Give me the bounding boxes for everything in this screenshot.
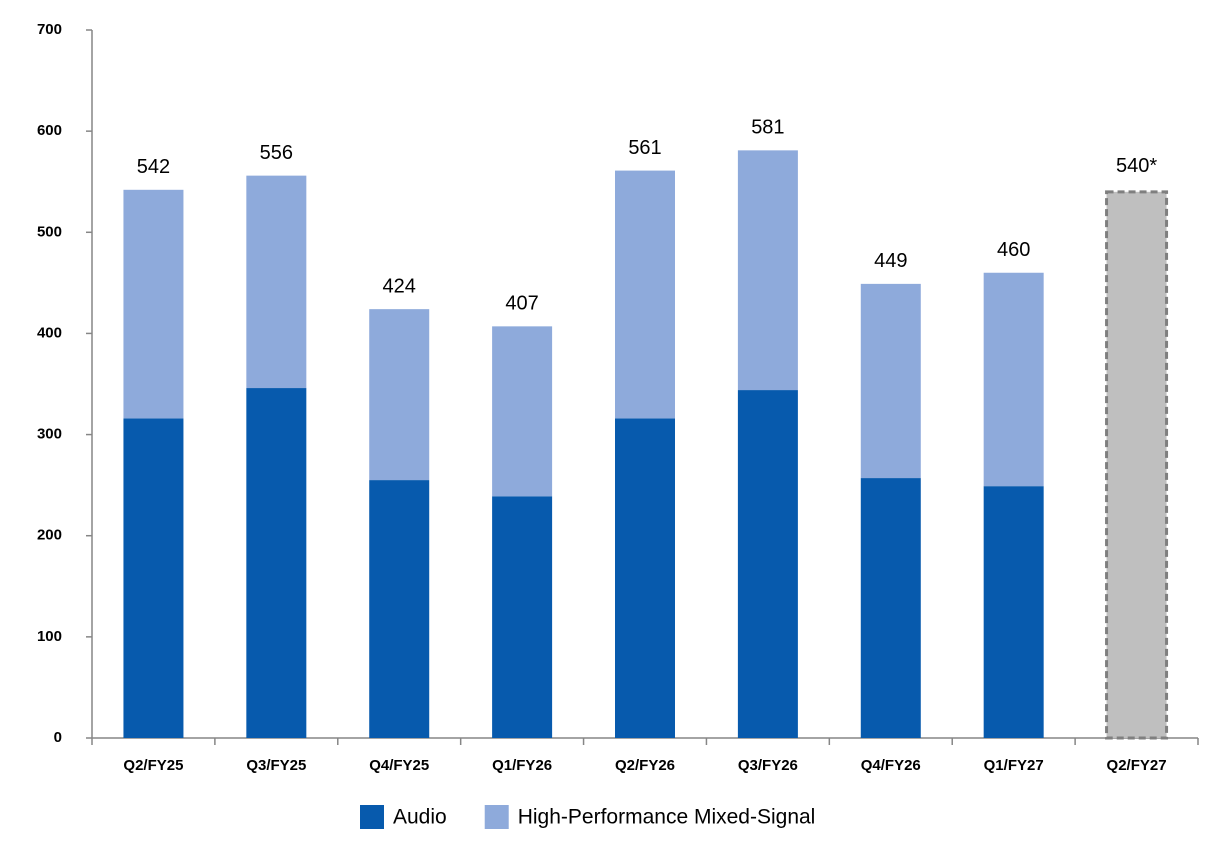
bar-segment — [492, 326, 553, 497]
y-tick-label: 100 — [37, 628, 62, 645]
legend-label: High-Performance Mixed-Signal — [518, 806, 816, 829]
x-tick-label: Q2/FY25 — [123, 757, 183, 774]
x-tick-label: Q2/FY26 — [615, 757, 675, 774]
legend-label: Audio — [393, 806, 447, 829]
bar-segment — [860, 478, 921, 738]
y-tick-label: 200 — [37, 527, 62, 544]
bar-segment — [615, 418, 675, 738]
y-tick-label: 300 — [37, 426, 62, 443]
y-tick-label: 600 — [37, 122, 62, 139]
value-label: 407 — [505, 293, 538, 315]
legend-swatch — [360, 805, 384, 829]
x-tick-label: Q4/FY25 — [369, 757, 429, 774]
y-tick-label: 700 — [37, 21, 62, 38]
x-tick-label: Q1/FY27 — [984, 757, 1044, 774]
y-tick-label: 500 — [37, 223, 62, 240]
y-tick-label: 400 — [37, 324, 62, 341]
bar-segment — [983, 486, 1044, 738]
y-tick-label: 0 — [54, 729, 62, 746]
bar-segment — [123, 418, 184, 738]
x-tick-label: Q3/FY26 — [738, 757, 798, 774]
bar-segment — [737, 390, 798, 738]
bar-segment — [246, 175, 307, 389]
value-label: 556 — [260, 142, 293, 164]
bar-segment — [369, 309, 430, 481]
value-label: 542 — [137, 156, 170, 178]
value-label: 460 — [997, 239, 1030, 261]
bar-segment — [246, 388, 307, 738]
bar-segment — [860, 283, 921, 479]
value-label: 540* — [1116, 155, 1157, 177]
x-tick-label: Q2/FY27 — [1107, 757, 1167, 774]
value-label: 561 — [628, 137, 661, 159]
value-label: 581 — [751, 117, 784, 139]
bar-segment — [737, 150, 798, 391]
x-tick-label: Q3/FY25 — [246, 757, 306, 774]
guidance-bar — [1105, 190, 1169, 740]
bar-segment — [615, 170, 675, 419]
x-tick-label: Q1/FY26 — [492, 757, 552, 774]
x-tick-label: Q4/FY26 — [861, 757, 921, 774]
legend-swatch — [484, 805, 509, 829]
bar-segment — [369, 480, 430, 738]
bar-segment — [983, 272, 1044, 487]
value-label: 424 — [383, 275, 416, 297]
bar-segment — [123, 189, 184, 419]
bar-segment — [492, 496, 553, 738]
value-label: 449 — [874, 250, 907, 272]
